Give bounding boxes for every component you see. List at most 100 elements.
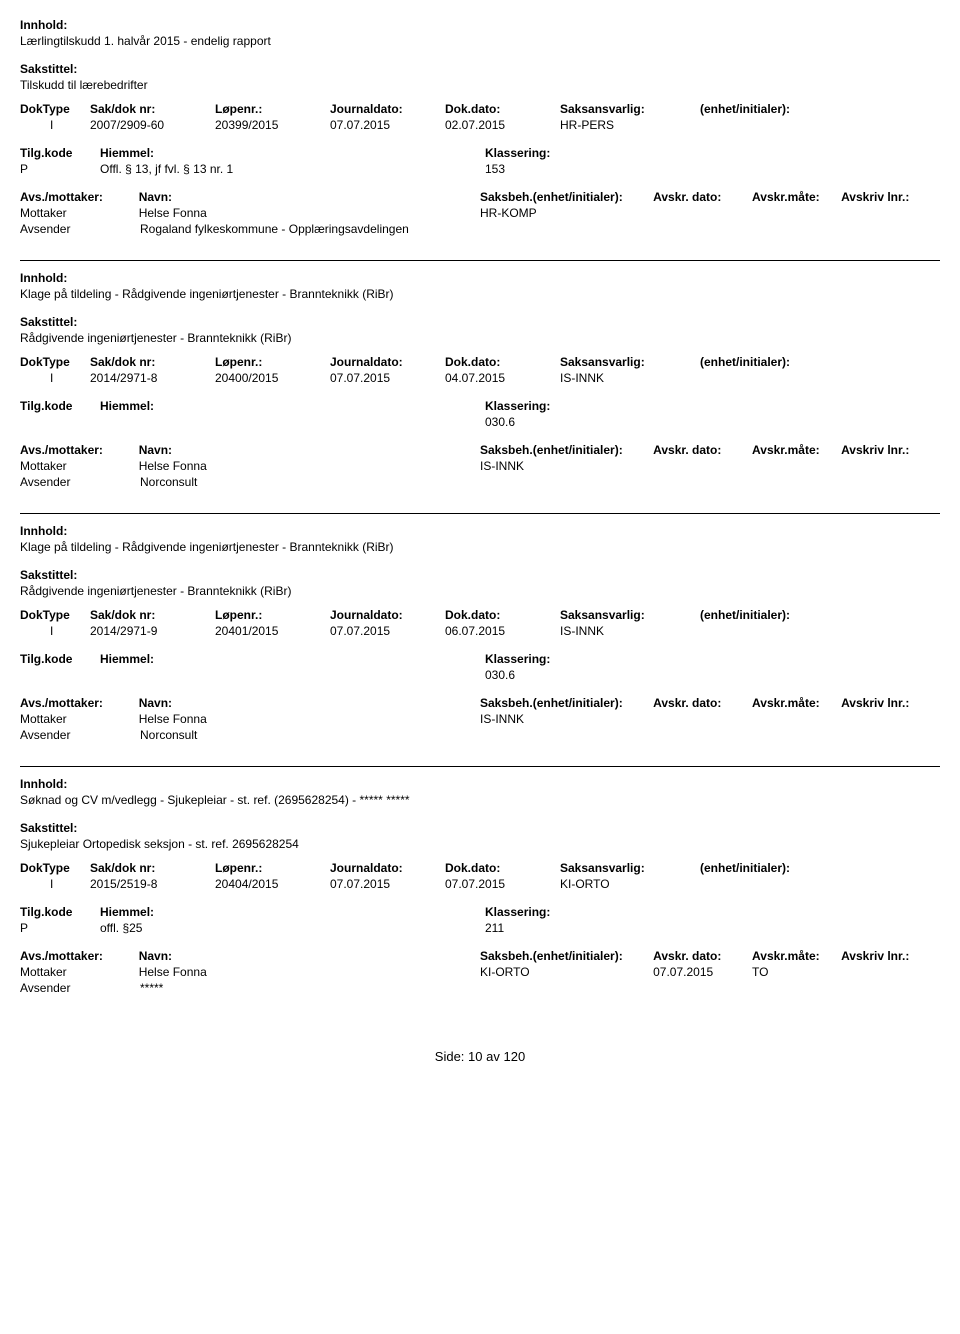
innhold-label: Innhold:	[20, 524, 940, 538]
enhet-value	[700, 118, 900, 132]
page-current: 10	[468, 1049, 482, 1064]
avsender-label: Avsender	[20, 728, 140, 742]
record: Innhold: Klage på tildeling - Rådgivende…	[20, 271, 940, 514]
enhet-header: (enhet/initialer):	[700, 608, 900, 622]
dokdato-header: Dok.dato:	[445, 102, 560, 116]
saksansvarlig-value: HR-PERS	[560, 118, 700, 132]
avskrivlnr-header: Avskriv lnr.:	[841, 443, 940, 457]
tilgkode-header: Tilg.kode	[20, 652, 100, 666]
page-total: 120	[504, 1049, 526, 1064]
dokdato-value: 07.07.2015	[445, 877, 560, 891]
saksbeh-header: Saksbeh.(enhet/initialer):	[480, 443, 653, 457]
enhet-header: (enhet/initialer):	[700, 861, 900, 875]
dokdato-header: Dok.dato:	[445, 355, 560, 369]
avskrivlnr-value	[841, 459, 940, 473]
record: Innhold: Klage på tildeling - Rådgivende…	[20, 524, 940, 767]
hiemmel-value: Offl. § 13, jf fvl. § 13 nr. 1	[100, 162, 485, 176]
saksbeh-value: IS-INNK	[480, 459, 653, 473]
saksansvarlig-value: IS-INNK	[560, 371, 700, 385]
avsender-row: Avsender Norconsult	[20, 475, 940, 489]
sakstittel-label: Sakstittel:	[20, 315, 940, 329]
saksansvarlig-header: Saksansvarlig:	[560, 861, 700, 875]
avskrivlnr-value	[841, 712, 940, 726]
enhet-header: (enhet/initialer):	[700, 102, 900, 116]
header-row: DokType Sak/dok nr: Løpenr.: Journaldato…	[20, 608, 940, 622]
saksbeh-value: KI-ORTO	[480, 965, 653, 979]
avsmottaker-header: Avs./mottaker:	[20, 190, 139, 204]
doktype-header: DokType	[20, 861, 90, 875]
journaldato-header: Journaldato:	[330, 861, 445, 875]
tilg-data-row: 030.6	[20, 668, 940, 682]
avsender-navn: Rogaland fylkeskommune - Opplæringsavdel…	[140, 222, 485, 236]
page-av: av	[486, 1049, 500, 1064]
tilg-data-row: 030.6	[20, 415, 940, 429]
doktype-header: DokType	[20, 355, 90, 369]
tilgkode-value	[20, 668, 100, 682]
avsender-row: Avsender *****	[20, 981, 940, 995]
page-footer: Side: 10 av 120	[20, 1049, 940, 1064]
saksansvarlig-header: Saksansvarlig:	[560, 102, 700, 116]
record: Innhold: Lærlingtilskudd 1. halvår 2015 …	[20, 18, 940, 261]
doktype-header: DokType	[20, 102, 90, 116]
tilgkode-value	[20, 415, 100, 429]
journaldato-value: 07.07.2015	[330, 877, 445, 891]
innhold-label: Innhold:	[20, 777, 940, 791]
avsender-row: Avsender Rogaland fylkeskommune - Opplær…	[20, 222, 940, 236]
avskrdato-header: Avskr. dato:	[653, 949, 752, 963]
saksbeh-value: IS-INNK	[480, 712, 653, 726]
saksansvarlig-header: Saksansvarlig:	[560, 608, 700, 622]
avskrdato-value	[653, 712, 752, 726]
avsender-label: Avsender	[20, 981, 140, 995]
avskrivlnr-header: Avskriv lnr.:	[841, 190, 940, 204]
avs-header-row: Avs./mottaker: Navn: Saksbeh.(enhet/init…	[20, 696, 940, 710]
mottaker-navn: Helse Fonna	[139, 712, 480, 726]
doktype-value: I	[20, 118, 90, 132]
sakstittel-text: Sjukepleiar Ortopedisk seksjon - st. ref…	[20, 837, 940, 851]
avskrivlnr-value	[841, 206, 940, 220]
lopenr-value: 20404/2015	[215, 877, 330, 891]
innhold-text: Lærlingtilskudd 1. halvår 2015 - endelig…	[20, 34, 940, 48]
hiemmel-value: offl. §25	[100, 921, 485, 935]
avsender-label: Avsender	[20, 222, 140, 236]
navn-header: Navn:	[139, 949, 480, 963]
enhet-value	[700, 624, 900, 638]
journaldato-value: 07.07.2015	[330, 371, 445, 385]
enhet-header: (enhet/initialer):	[700, 355, 900, 369]
saksbeh-header: Saksbeh.(enhet/initialer):	[480, 190, 653, 204]
sakstittel-label: Sakstittel:	[20, 821, 940, 835]
sakstittel-label: Sakstittel:	[20, 62, 940, 76]
lopenr-value: 20400/2015	[215, 371, 330, 385]
avskrmate-value: TO	[752, 965, 841, 979]
navn-header: Navn:	[139, 696, 480, 710]
avs-header-row: Avs./mottaker: Navn: Saksbeh.(enhet/init…	[20, 443, 940, 457]
doktype-value: I	[20, 624, 90, 638]
dokdato-value: 02.07.2015	[445, 118, 560, 132]
data-row: I 2014/2971-8 20400/2015 07.07.2015 04.0…	[20, 371, 940, 385]
tilgkode-header: Tilg.kode	[20, 399, 100, 413]
innhold-text: Klage på tildeling - Rådgivende ingeniør…	[20, 540, 940, 554]
lopenr-header: Løpenr.:	[215, 355, 330, 369]
klassering-value: 030.6	[485, 668, 685, 682]
dokdato-header: Dok.dato:	[445, 861, 560, 875]
lopenr-header: Løpenr.:	[215, 608, 330, 622]
sakstittel-text: Rådgivende ingeniørtjenester - Branntekn…	[20, 331, 940, 345]
avskrivlnr-header: Avskriv lnr.:	[841, 949, 940, 963]
innhold-text: Søknad og CV m/vedlegg - Sjukepleiar - s…	[20, 793, 940, 807]
dokdato-header: Dok.dato:	[445, 608, 560, 622]
mottaker-label: Mottaker	[20, 712, 139, 726]
saksansvarlig-header: Saksansvarlig:	[560, 355, 700, 369]
tilg-data-row: P Offl. § 13, jf fvl. § 13 nr. 1 153	[20, 162, 940, 176]
sakdok-header: Sak/dok nr:	[90, 608, 215, 622]
avsender-navn: *****	[140, 981, 485, 995]
avsender-navn: Norconsult	[140, 728, 485, 742]
enhet-value	[700, 371, 900, 385]
hiemmel-value	[100, 415, 485, 429]
sakstittel-text: Tilskudd til lærebedrifter	[20, 78, 940, 92]
klassering-header: Klassering:	[485, 146, 685, 160]
data-row: I 2014/2971-9 20401/2015 07.07.2015 06.0…	[20, 624, 940, 638]
mottaker-row: Mottaker Helse Fonna IS-INNK	[20, 459, 940, 473]
klassering-value: 030.6	[485, 415, 685, 429]
avskrmate-header: Avskr.måte:	[752, 443, 841, 457]
saksansvarlig-value: KI-ORTO	[560, 877, 700, 891]
dokdato-value: 06.07.2015	[445, 624, 560, 638]
